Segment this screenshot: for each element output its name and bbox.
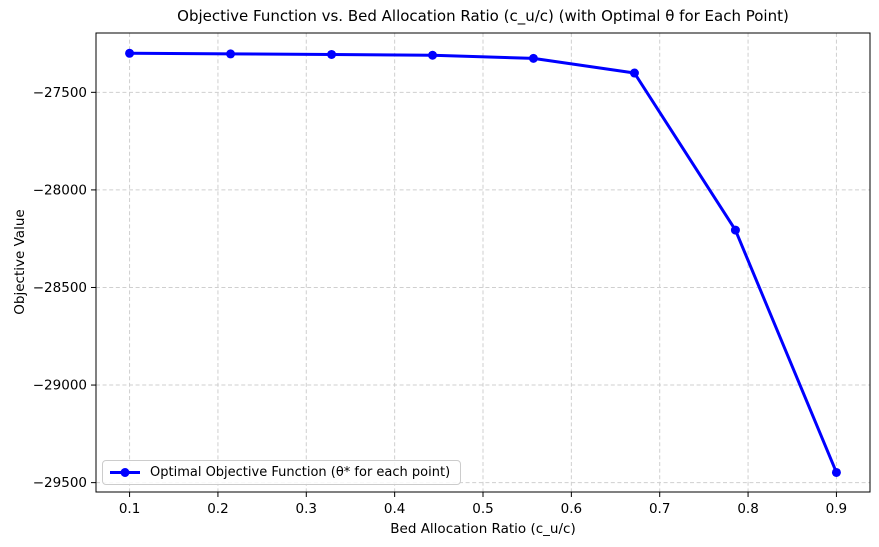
x-tick-label: 0.1 xyxy=(119,501,140,517)
x-axis-label: Bed Allocation Ratio (c_u/c) xyxy=(390,521,576,537)
data-point-marker xyxy=(831,467,841,477)
chart-title: Objective Function vs. Bed Allocation Ra… xyxy=(177,7,789,25)
data-point-marker xyxy=(629,68,639,78)
legend: Optimal Objective Function (θ* for each … xyxy=(102,460,462,485)
data-point-marker xyxy=(428,50,438,60)
x-tick-label: 0.7 xyxy=(649,501,670,517)
legend-line-marker-icon xyxy=(110,468,140,477)
legend-sample-marker xyxy=(120,468,130,477)
data-point-marker xyxy=(730,225,740,235)
y-tick-label: −28500 xyxy=(33,280,87,296)
data-point-marker xyxy=(226,49,236,59)
y-tick-label: −29500 xyxy=(33,475,87,491)
x-tick-label: 0.3 xyxy=(296,501,317,517)
y-tick-label: −29000 xyxy=(33,378,87,394)
x-tick-label: 0.6 xyxy=(561,501,582,517)
x-tick-label: 0.2 xyxy=(207,501,228,517)
x-tick-label: 0.9 xyxy=(826,501,847,517)
y-tick-label: −28000 xyxy=(33,182,87,198)
data-point-marker xyxy=(528,53,538,63)
x-tick-label: 0.4 xyxy=(384,501,405,517)
data-point-marker xyxy=(327,49,337,59)
y-tick-label: −27500 xyxy=(33,85,87,101)
series-line xyxy=(128,51,838,474)
x-tick-label: 0.8 xyxy=(737,501,758,517)
legend-label: Optimal Objective Function (θ* for each … xyxy=(150,465,451,480)
x-tick-label: 0.5 xyxy=(472,501,493,517)
data-point-marker xyxy=(125,48,135,58)
